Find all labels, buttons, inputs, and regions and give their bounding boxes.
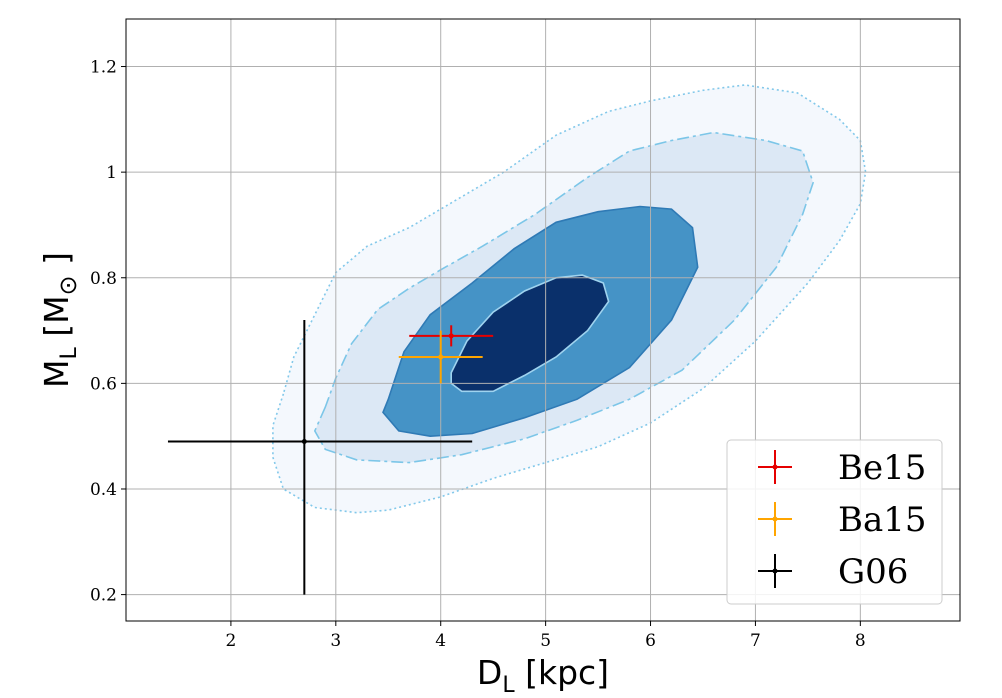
legend-entry-be15: Be15 [758,448,926,488]
x-axis-label-unit: [kpc] [515,653,609,692]
legend-box [726,439,943,605]
y-axis-label-sun-subscript: ⊙ [54,275,82,295]
errorbar-be15 [409,325,494,347]
legend-entries: Be15 Ba15 G06 [758,448,927,592]
y-tick-label: 1 [106,163,117,183]
plot-frame [125,18,961,622]
x-axis-label: DL [kpc] [477,653,609,698]
x-tick-label: 5 [540,631,551,651]
legend: Be15 Ba15 G06 [726,439,943,605]
y-axis-label-unit-close: ] [37,252,76,275]
x-axis-label-main: D [477,653,502,692]
point-g06 [301,438,307,444]
errorbar-g06 [167,320,473,595]
legend-marker-g06-dot [772,568,778,574]
y-tick-label: 0.4 [90,480,117,500]
x-tick-label: 4 [435,631,446,651]
contour-layer [272,84,867,514]
point-ba15 [438,354,444,360]
contour-core [450,274,610,393]
y-axis-label-unit-open: [M [37,295,76,347]
data-layer [167,320,494,595]
legend-label-ba15: Ba15 [838,500,927,540]
tick-layer: 2 3 4 5 6 7 8 0.2 0.4 0.6 0.8 1 1.2 [90,58,866,651]
y-tick-label: 1.2 [90,58,117,78]
errorbar-ba15 [398,330,483,384]
legend-marker-be15-dot [772,464,778,470]
y-tick-label: 0.2 [90,586,117,606]
y-axis-label: ML [M⊙ ] [37,252,82,388]
legend-entry-ba15: Ba15 [758,500,927,540]
x-tick-label: 6 [645,631,656,651]
legend-entry-g06: G06 [758,552,908,592]
y-tick-label: 0.6 [90,374,117,394]
x-tick-label: 7 [750,631,761,651]
y-axis-label-subscript: L [57,347,82,360]
legend-marker-ba15-dot [772,516,778,522]
x-tick-label: 3 [330,631,341,651]
point-be15 [448,333,454,339]
x-tick-label: 8 [855,631,866,651]
legend-label-be15: Be15 [838,448,926,488]
x-tick-label: 2 [225,631,236,651]
x-axis-label-subscript: L [502,673,515,698]
legend-label-g06: G06 [838,552,908,592]
y-axis-label-main: M [37,360,76,388]
y-tick-label: 0.8 [90,269,117,289]
